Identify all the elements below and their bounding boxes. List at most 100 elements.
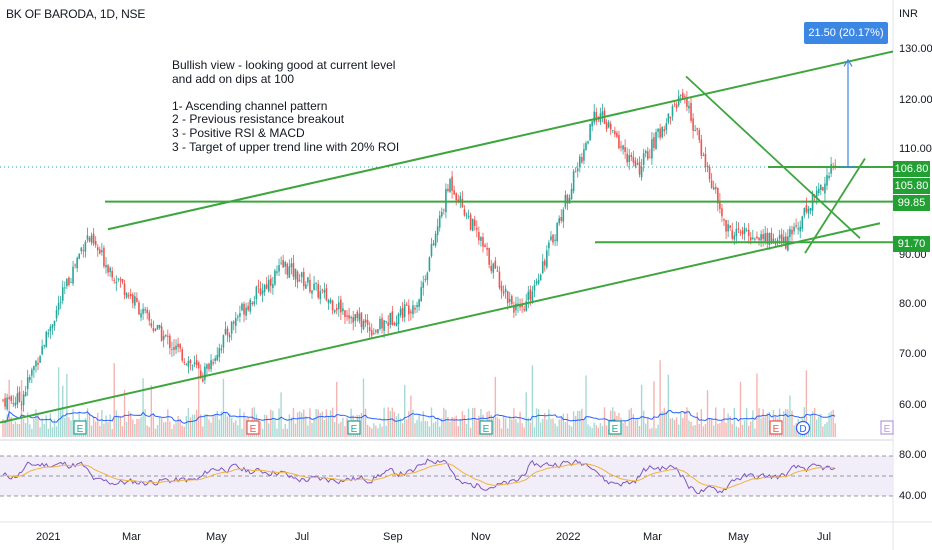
candle-body bbox=[465, 214, 468, 216]
volume-bar bbox=[72, 409, 74, 437]
candle-body bbox=[181, 349, 184, 361]
candle-body bbox=[125, 293, 128, 298]
volume-bar bbox=[377, 428, 379, 437]
note-line: 2 - Previous resistance breakout bbox=[172, 112, 345, 127]
candle-body bbox=[86, 235, 89, 240]
analysis-note[interactable]: Bullish view - looking good at current l… bbox=[172, 58, 399, 154]
volume-bar bbox=[115, 410, 117, 437]
volume-bar bbox=[513, 408, 515, 437]
volume-bar bbox=[265, 415, 268, 437]
volume-bar bbox=[142, 378, 144, 437]
candle-body bbox=[173, 347, 175, 350]
candle-body bbox=[593, 111, 596, 123]
candle-body bbox=[64, 287, 66, 289]
candle-body bbox=[461, 198, 464, 208]
earnings-marker[interactable]: E bbox=[769, 420, 783, 435]
volume-bar bbox=[233, 422, 235, 437]
volume-bar bbox=[66, 373, 68, 437]
candle-body bbox=[471, 218, 474, 231]
volume-bar bbox=[546, 419, 548, 437]
candle-body bbox=[298, 279, 301, 281]
earnings-marker[interactable]: E bbox=[479, 420, 493, 435]
earnings-marker[interactable]: E bbox=[880, 420, 894, 435]
earnings-marker[interactable]: E bbox=[347, 420, 361, 435]
note-line: Bullish view - looking good at current l… bbox=[172, 58, 396, 72]
candle-body bbox=[82, 249, 85, 251]
volume-bar bbox=[2, 419, 4, 437]
volume-bar bbox=[832, 409, 834, 437]
volume-bar bbox=[280, 392, 282, 437]
candle-body bbox=[8, 397, 10, 400]
candle-body bbox=[809, 207, 812, 211]
candle-body bbox=[230, 321, 233, 334]
candle-body bbox=[222, 335, 225, 348]
volume-bar bbox=[632, 414, 635, 437]
volume-bar bbox=[577, 410, 579, 437]
candle-body bbox=[232, 321, 235, 324]
volume-bar bbox=[156, 424, 159, 437]
candle-body bbox=[140, 313, 142, 318]
candle-body bbox=[486, 247, 488, 250]
volume-bar bbox=[581, 408, 583, 437]
candle-body bbox=[156, 324, 159, 330]
candle-body bbox=[803, 207, 806, 216]
candle-body bbox=[636, 163, 639, 165]
dividend-marker[interactable]: D bbox=[795, 420, 811, 436]
drawing-tools[interactable] bbox=[0, 50, 894, 424]
volume-bar bbox=[167, 409, 169, 437]
volume-bar bbox=[492, 416, 494, 437]
volume-bar bbox=[62, 385, 64, 437]
candle-body bbox=[263, 285, 266, 293]
candle-body bbox=[208, 363, 210, 370]
candle-body bbox=[663, 129, 666, 132]
candle-body bbox=[212, 362, 214, 364]
candle-body bbox=[649, 156, 651, 158]
candle-body bbox=[684, 96, 686, 98]
volume-bar bbox=[313, 418, 315, 437]
earnings-marker[interactable]: E bbox=[608, 420, 622, 435]
candle-body bbox=[49, 326, 52, 332]
candle-body bbox=[556, 222, 558, 242]
candle-body bbox=[443, 209, 445, 211]
price-tick: 70.00 bbox=[899, 348, 927, 360]
volume-bar bbox=[531, 365, 534, 437]
volume-bar bbox=[243, 412, 245, 437]
candle-body bbox=[634, 160, 637, 167]
volume-bar bbox=[268, 423, 270, 437]
candle-body bbox=[741, 230, 744, 235]
candle-body bbox=[99, 249, 101, 254]
candle-body bbox=[469, 214, 472, 230]
time-label: May bbox=[728, 531, 749, 543]
volume-bar bbox=[154, 428, 157, 437]
volume-bar bbox=[474, 407, 476, 437]
candle-body bbox=[719, 200, 721, 209]
candle-body bbox=[436, 226, 439, 235]
earnings-marker[interactable]: E bbox=[73, 420, 87, 435]
volume-bar bbox=[379, 423, 381, 437]
volume-bar bbox=[542, 418, 544, 437]
measure-label[interactable]: 21.50 (20.17%) 430 bbox=[804, 22, 888, 61]
candle-body bbox=[267, 279, 270, 292]
candle-body bbox=[123, 283, 126, 296]
volume-bar bbox=[136, 419, 138, 437]
candle-body bbox=[152, 328, 155, 331]
candle-body bbox=[274, 270, 276, 285]
volume-bar bbox=[667, 374, 670, 437]
candle-body bbox=[134, 296, 136, 306]
volume-bar bbox=[566, 413, 569, 437]
volume-bar bbox=[373, 423, 375, 437]
volume-bar bbox=[64, 417, 66, 437]
candle-body bbox=[387, 322, 390, 326]
candle-body bbox=[28, 376, 31, 381]
candle-body bbox=[290, 263, 293, 268]
candle-body bbox=[467, 216, 470, 217]
volume-bar bbox=[424, 421, 426, 437]
candle-body bbox=[379, 318, 381, 329]
volume-bar bbox=[121, 426, 124, 437]
candle-body bbox=[432, 243, 435, 245]
candle-body bbox=[265, 284, 268, 289]
earnings-marker[interactable]: E bbox=[246, 420, 260, 435]
volume-bar bbox=[323, 420, 326, 437]
